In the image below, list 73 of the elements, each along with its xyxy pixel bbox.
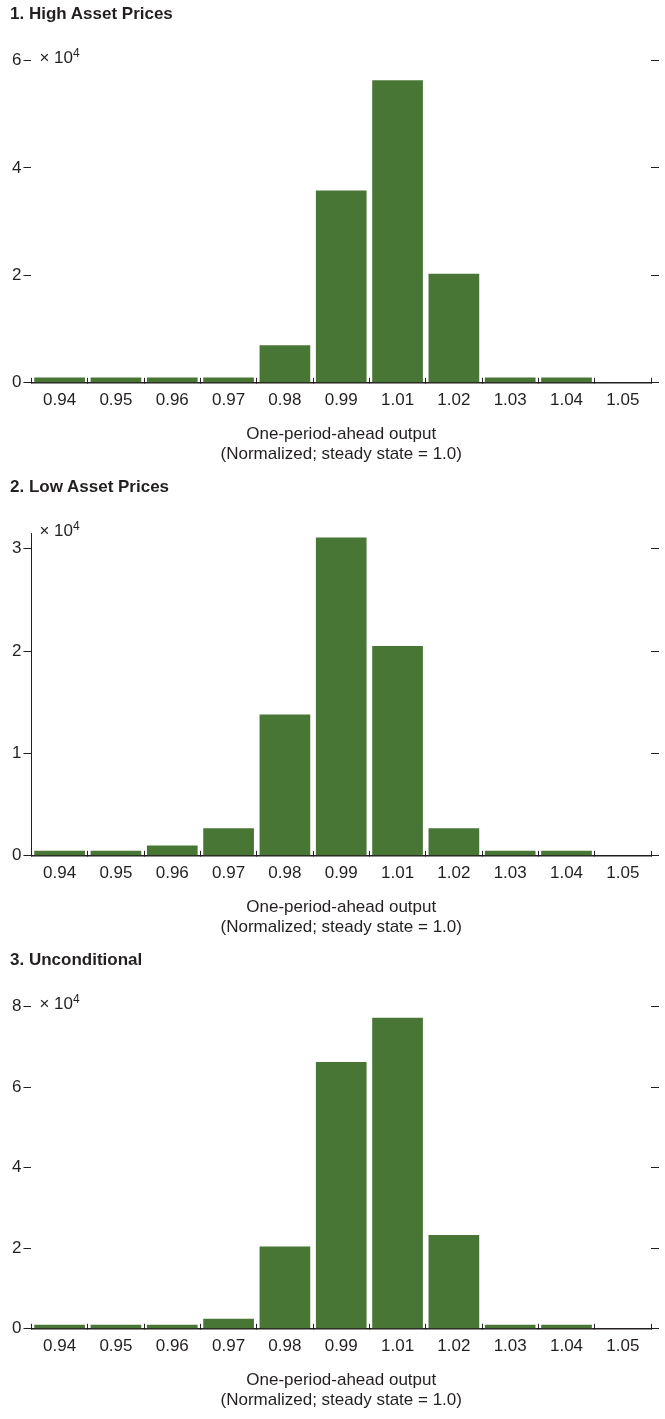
bar bbox=[541, 377, 592, 383]
x-tick-label: 1.02 bbox=[437, 389, 471, 409]
x-axis-title: One-period-ahead output (Normalized; steady state = 1.0) bbox=[220, 424, 462, 464]
y-tick-label: 0 bbox=[11, 845, 22, 865]
x-tick-label: 1.02 bbox=[437, 862, 471, 882]
chart-title: 2. Low Asset Prices bbox=[10, 476, 170, 496]
bar bbox=[203, 1318, 254, 1329]
x-tick-label: 1.04 bbox=[549, 1335, 584, 1355]
x-tick-label: 0.99 bbox=[324, 1335, 358, 1355]
bar bbox=[203, 377, 254, 383]
x-axis-title: One-period-ahead output (Normalized; steady state = 1.0) bbox=[220, 1370, 462, 1410]
x-tick-label: 0.97 bbox=[212, 389, 246, 409]
bar bbox=[428, 1234, 480, 1329]
chart-title: 3. Unconditional bbox=[10, 949, 143, 969]
x-tick-label: 0.95 bbox=[99, 862, 133, 882]
bar bbox=[372, 80, 423, 383]
bar bbox=[315, 190, 367, 383]
x-tick-label: 1.03 bbox=[493, 1335, 527, 1355]
x-tick-label: 1.05 bbox=[606, 389, 640, 409]
y-tick-label: 2 bbox=[11, 265, 22, 285]
bar bbox=[34, 377, 85, 383]
bar bbox=[259, 1246, 311, 1329]
chart-title: 1. High Asset Prices bbox=[10, 3, 173, 23]
y-tick-label: 3 bbox=[11, 538, 22, 558]
bar bbox=[90, 377, 142, 383]
x-tick-label: 1.01 bbox=[381, 862, 415, 882]
x-tick-label: 0.97 bbox=[212, 862, 246, 882]
bar bbox=[372, 1017, 423, 1329]
bar bbox=[428, 828, 480, 856]
bar bbox=[315, 537, 367, 856]
bar bbox=[372, 645, 423, 856]
bar bbox=[428, 273, 480, 383]
x-axis-title: One-period-ahead output (Normalized; steady state = 1.0) bbox=[220, 897, 462, 937]
y-tick-label: 1 bbox=[11, 743, 22, 763]
bar bbox=[146, 377, 198, 383]
bar bbox=[259, 345, 311, 383]
y-tick-label: 2 bbox=[11, 640, 22, 660]
x-tick-label: 0.94 bbox=[43, 389, 77, 409]
x-tick-label: 1.05 bbox=[606, 862, 640, 882]
x-tick-label: 1.03 bbox=[493, 389, 527, 409]
x-tick-label: 0.95 bbox=[99, 1335, 133, 1355]
x-tick-label: 1.03 bbox=[493, 862, 527, 882]
x-tick-label: 1.05 bbox=[606, 1335, 640, 1355]
bar bbox=[146, 845, 198, 856]
x-tick-label: 0.98 bbox=[268, 862, 302, 882]
x-tick-label: 0.96 bbox=[155, 389, 189, 409]
x-tick-label: 1.01 bbox=[381, 1335, 415, 1355]
x-tick-label: 1.01 bbox=[381, 389, 415, 409]
y-tick-label: 0 bbox=[11, 372, 22, 392]
y-tick-label: 8 bbox=[11, 996, 22, 1016]
x-tick-label: 1.04 bbox=[549, 389, 584, 409]
y-tick-label: 0 bbox=[11, 1318, 22, 1338]
x-tick-label: 0.99 bbox=[324, 389, 358, 409]
x-tick-label: 1.02 bbox=[437, 1335, 471, 1355]
x-tick-label: 0.99 bbox=[324, 862, 358, 882]
x-tick-label: 0.94 bbox=[43, 862, 77, 882]
bar bbox=[259, 714, 311, 856]
y-tick-label: 2 bbox=[11, 1237, 22, 1257]
x-tick-label: 0.94 bbox=[43, 1335, 77, 1355]
y-tick-label: 6 bbox=[11, 1076, 22, 1096]
x-tick-label: 0.95 bbox=[99, 389, 133, 409]
x-tick-label: 0.96 bbox=[155, 1335, 189, 1355]
y-tick-label: 6 bbox=[11, 50, 22, 70]
bar bbox=[484, 377, 536, 383]
x-tick-label: 0.97 bbox=[212, 1335, 246, 1355]
x-tick-label: 0.98 bbox=[268, 389, 302, 409]
bar bbox=[315, 1062, 367, 1329]
x-tick-label: 1.04 bbox=[549, 862, 584, 882]
x-tick-label: 0.98 bbox=[268, 1335, 302, 1355]
x-tick-label: 0.96 bbox=[155, 862, 189, 882]
bar bbox=[203, 828, 254, 856]
y-tick-label: 4 bbox=[11, 1157, 22, 1177]
y-tick-label: 4 bbox=[11, 157, 22, 177]
